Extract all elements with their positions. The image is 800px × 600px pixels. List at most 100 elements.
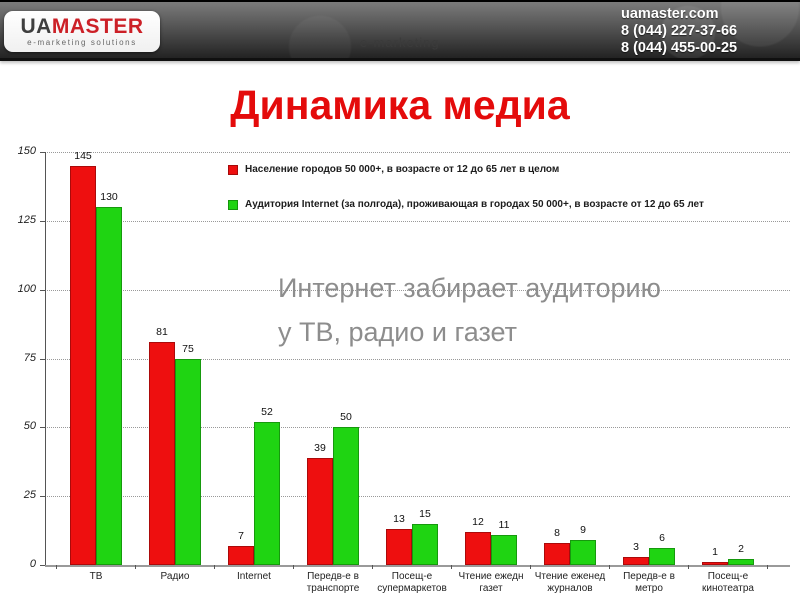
bar-series1 — [149, 341, 175, 565]
header-bar: UAMASTER e-marketing solutions e-marketi… — [0, 0, 800, 61]
gridline-125 — [45, 220, 790, 222]
y-axis-label: 25 — [23, 489, 36, 502]
contact-phone-1: 8 (044) 227-37-66 — [621, 23, 738, 39]
bar-value-label: 1 — [712, 546, 718, 559]
bar-value-label: 15 — [419, 507, 431, 520]
y-axis-tick — [40, 220, 45, 222]
x-axis-tick — [372, 565, 373, 569]
x-axis-category-label: Посещ-е супермаркетов — [377, 571, 447, 594]
bar-value-label: 13 — [393, 513, 405, 526]
bar-series2 — [728, 559, 754, 565]
bar-series2 — [570, 540, 596, 565]
x-axis-category-label: Посещ-е кинотеатра — [702, 571, 754, 594]
bar-series2 — [412, 523, 438, 565]
bar-value-label: 2 — [738, 543, 744, 556]
x-axis-category-label: Internet — [237, 571, 271, 582]
gridline-150 — [45, 152, 790, 153]
x-axis-tick — [293, 565, 294, 569]
x-axis-tick — [451, 565, 452, 569]
bar-value-label: 50 — [340, 411, 352, 424]
x-axis-category-label: Передв-е в метро — [623, 571, 675, 594]
gridline-25 — [45, 496, 790, 498]
bar-value-label: 81 — [156, 325, 168, 338]
bar-value-label: 9 — [580, 524, 586, 537]
contact-info: uamaster.com 8 (044) 227-37-66 8 (044) 4… — [621, 6, 737, 57]
bar-value-label: 39 — [314, 441, 326, 454]
legend-swatch-icon — [228, 199, 238, 210]
bar-series1 — [228, 545, 254, 565]
bar-series1 — [70, 165, 96, 565]
legend-item-series1: Население городов 50 000+, в возрасте от… — [228, 164, 704, 175]
gridline-50 — [45, 427, 790, 429]
bar-value-label: 7 — [238, 529, 244, 542]
bar-series2 — [96, 207, 122, 565]
contact-website: uamaster.com — [621, 6, 719, 22]
uamaster-logo: UAMASTER e-marketing solutions — [4, 11, 160, 52]
x-axis-category-label: ТВ — [89, 571, 103, 582]
y-axis-tick — [40, 358, 45, 360]
y-axis-tick — [40, 152, 45, 153]
bar-series2 — [333, 427, 359, 565]
header-watermark: e-marketing — [360, 35, 440, 50]
bar-value-label: 6 — [659, 532, 665, 545]
x-axis-category-label: Радио — [160, 571, 190, 582]
bar-value-label: 145 — [74, 149, 92, 162]
logo-text-master: MASTER — [51, 15, 144, 38]
bar-series1 — [544, 542, 570, 565]
x-axis-tick — [609, 565, 610, 569]
bar-value-label: 52 — [261, 405, 273, 418]
legend-item-series2: Аудитория Internet (за полгода), прожива… — [228, 199, 704, 210]
slide-title: Динамика медиа — [230, 82, 570, 128]
x-axis-tick — [56, 565, 57, 569]
y-axis-label: 150 — [17, 145, 36, 157]
bar-series2 — [649, 548, 675, 565]
bar-series1 — [702, 562, 728, 565]
legend-swatch-icon — [228, 164, 238, 175]
legend-label: Население городов 50 000+, в возрасте от… — [245, 164, 560, 175]
bar-series2 — [491, 534, 517, 565]
bar-series2 — [175, 358, 201, 565]
x-axis-tick — [767, 565, 768, 569]
y-axis-tick — [40, 427, 45, 429]
contact-phone-2: 8 (044) 455-00-25 — [621, 40, 738, 56]
chart-legend: Население городов 50 000+, в возрасте от… — [228, 164, 704, 234]
bar-value-label: 12 — [472, 515, 484, 528]
x-axis-tick — [530, 565, 531, 569]
annotation-line-2: у ТВ, радио и газет — [278, 317, 518, 347]
y-axis-tick — [40, 496, 45, 498]
logo-tagline: e-marketing solutions — [27, 38, 137, 47]
y-axis-line — [45, 152, 46, 565]
logo-text-ua: UA — [20, 15, 52, 38]
y-axis-label: 75 — [23, 351, 36, 364]
bar-value-label: 3 — [633, 540, 639, 553]
x-axis-tick — [688, 565, 689, 569]
x-axis-category-label: Чтение еженед журналов — [534, 571, 606, 594]
bar-series1 — [465, 531, 491, 565]
bar-series1 — [386, 529, 412, 565]
x-axis-category-label: Передв-е в транспорте — [306, 571, 360, 594]
legend-label: Аудитория Internet (за полгода), прожива… — [245, 199, 704, 210]
y-axis-label: 0 — [29, 558, 36, 570]
bar-value-label: 11 — [498, 518, 510, 531]
annotation-line-1: Интернет забирает аудиторию — [278, 273, 661, 303]
bar-series1 — [623, 556, 649, 565]
bar-series1 — [307, 457, 333, 565]
annotation-text: Интернет забирает аудиторию у ТВ, радио … — [278, 266, 661, 354]
y-axis-tick — [40, 565, 45, 566]
y-axis-label: 125 — [17, 213, 36, 226]
bar-value-label: 75 — [182, 342, 194, 355]
gridline-100 — [45, 289, 790, 291]
logo-wordmark: UAMASTER — [20, 16, 143, 37]
bar-series2 — [254, 421, 280, 565]
y-axis-label: 100 — [17, 282, 36, 295]
bar-value-label: 130 — [100, 191, 118, 204]
x-axis-tick — [214, 565, 215, 569]
y-axis-tick — [40, 289, 45, 291]
bar-value-label: 8 — [554, 526, 560, 539]
x-axis-line — [45, 565, 790, 567]
y-axis-label: 50 — [23, 420, 36, 433]
x-axis-category-label: Чтение ежедн газет — [458, 571, 524, 594]
x-axis-tick — [135, 565, 136, 569]
